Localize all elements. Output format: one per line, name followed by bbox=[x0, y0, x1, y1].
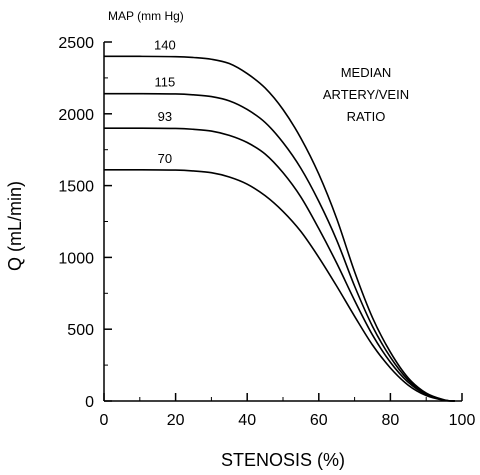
x-tick-label: 100 bbox=[449, 412, 476, 429]
x-tick-label: 80 bbox=[382, 412, 400, 429]
series-label-140: 140 bbox=[154, 37, 176, 52]
series-label-93: 93 bbox=[158, 109, 172, 124]
curve-labels: 140 115 93 70 bbox=[154, 37, 176, 165]
y-ticks: 0 500 1000 1500 2000 2500 bbox=[58, 35, 112, 411]
x-tick-label: 20 bbox=[167, 412, 185, 429]
y-tick-label: 0 bbox=[85, 394, 94, 411]
annotation-line-2: ARTERY/VEIN bbox=[323, 87, 409, 102]
x-tick-label: 0 bbox=[100, 412, 109, 429]
series-lines bbox=[103, 55, 455, 402]
x-ticks: 0 20 40 60 80 100 bbox=[100, 393, 476, 429]
y-tick-label: 500 bbox=[67, 322, 94, 339]
x-tick-label: 60 bbox=[310, 412, 328, 429]
y-axis-title: Q (mL/min) bbox=[5, 181, 25, 271]
y-tick-label: 1000 bbox=[58, 250, 94, 267]
y-tick-label: 2500 bbox=[58, 35, 94, 52]
y-tick-label: 1500 bbox=[58, 179, 94, 196]
series-line-93 bbox=[103, 127, 455, 402]
annotation-line-3: RATIO bbox=[347, 109, 386, 124]
series-label-115: 115 bbox=[154, 75, 175, 90]
series-line-70 bbox=[103, 168, 455, 402]
series-label-70: 70 bbox=[158, 151, 172, 166]
x-axis-title: STENOSIS (%) bbox=[221, 450, 345, 470]
annotation-line-1: MEDIAN bbox=[341, 65, 392, 80]
series-line-140 bbox=[103, 55, 455, 402]
legend-title: MAP (mm Hg) bbox=[108, 9, 184, 23]
y-tick-label: 2000 bbox=[58, 107, 94, 124]
x-tick-label: 40 bbox=[238, 412, 256, 429]
series-line-115 bbox=[103, 92, 455, 402]
